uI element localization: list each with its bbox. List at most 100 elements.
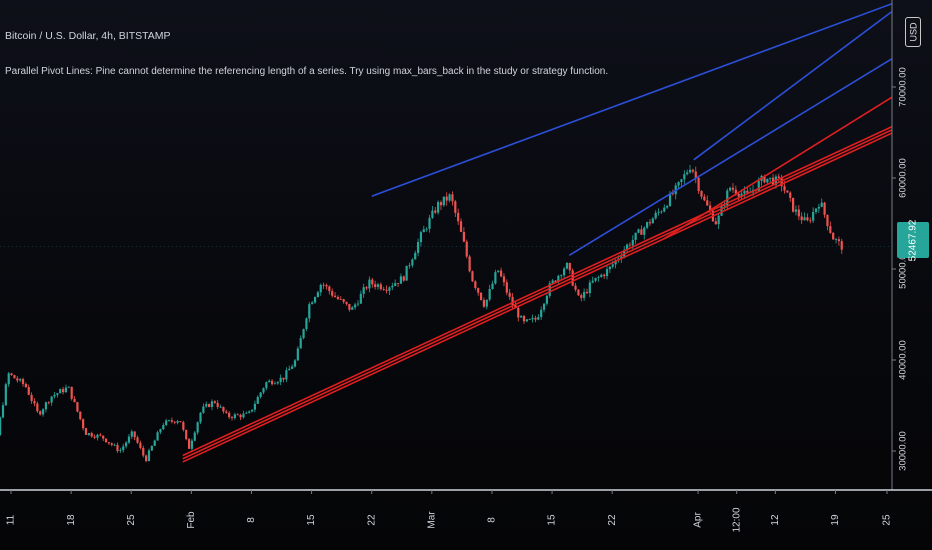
- candle-body: [677, 182, 680, 186]
- candle-body: [614, 260, 617, 265]
- candle-body: [345, 301, 348, 304]
- candle-body: [396, 283, 400, 284]
- candle-body: [256, 396, 259, 404]
- candle-body: [239, 414, 242, 418]
- candle-body: [580, 295, 583, 298]
- candle-body: [763, 175, 766, 183]
- candle-body: [102, 435, 105, 439]
- candle-body: [597, 277, 600, 278]
- candle-body: [431, 210, 434, 218]
- candle-body: [110, 443, 113, 445]
- candle-body: [737, 193, 740, 197]
- candle-body: [743, 190, 746, 194]
- candle-body: [219, 406, 222, 408]
- candle-body: [545, 295, 549, 304]
- candle-body: [33, 401, 36, 404]
- candle-body: [193, 432, 196, 441]
- candle-body: [531, 317, 534, 320]
- candle-body: [648, 222, 652, 224]
- candle-body: [637, 229, 640, 233]
- candle-body: [491, 283, 494, 290]
- candle-body: [666, 205, 669, 208]
- candle-body: [202, 406, 205, 413]
- candle-body: [548, 283, 551, 296]
- candle-body: [740, 193, 743, 197]
- candle-body: [376, 284, 380, 287]
- candle-body: [41, 409, 45, 415]
- candle-body: [225, 411, 228, 413]
- resistance-line: [568, 57, 892, 257]
- candle-body: [354, 304, 357, 308]
- candle-body: [640, 229, 643, 235]
- candle-body: [311, 302, 314, 305]
- currency-button[interactable]: USD: [905, 17, 921, 47]
- time-tick-label: 15: [306, 514, 317, 526]
- candle-body: [485, 299, 488, 307]
- candle-body: [454, 201, 457, 213]
- candle-body: [734, 189, 737, 194]
- candle-body: [514, 305, 517, 308]
- candle-body: [199, 412, 202, 423]
- candle-body: [611, 264, 614, 267]
- candle-body: [399, 276, 403, 284]
- candle-body: [794, 209, 798, 212]
- candle-body: [434, 210, 437, 213]
- candle-body: [342, 299, 345, 302]
- candle-body: [723, 205, 726, 207]
- candle-body: [462, 231, 465, 242]
- candle-body: [746, 190, 749, 193]
- candle-body: [451, 194, 454, 202]
- candle-body: [359, 293, 362, 304]
- candle-body: [113, 444, 116, 446]
- candle-body: [213, 401, 216, 403]
- candle-body: [408, 265, 411, 267]
- candle-body: [445, 196, 448, 201]
- candle-body: [583, 291, 586, 298]
- candle-body: [560, 275, 563, 277]
- time-tick-label: 12: [770, 514, 781, 526]
- time-tick-label: 15: [547, 514, 558, 526]
- candle-body: [829, 226, 832, 233]
- price-tick-label: 50000.00: [898, 249, 909, 289]
- candle-body: [694, 171, 697, 178]
- candle-body: [205, 404, 208, 407]
- candle-body: [142, 447, 145, 456]
- candle-body: [668, 193, 672, 206]
- candle-body: [634, 232, 637, 240]
- candle-body: [59, 389, 62, 394]
- candle-body: [700, 190, 703, 197]
- candle-body: [416, 242, 420, 253]
- candle-body: [660, 211, 663, 213]
- candle-body: [459, 221, 463, 232]
- candle-body: [182, 422, 185, 430]
- candle-body: [706, 200, 709, 206]
- candle-body: [680, 179, 683, 183]
- candle-body: [222, 406, 225, 412]
- candle-body: [236, 414, 239, 416]
- candle-body: [508, 292, 511, 297]
- time-tick-label: Mar: [426, 511, 437, 529]
- candle-body: [1, 405, 5, 418]
- candle-body: [797, 209, 800, 217]
- candle-body: [769, 177, 772, 179]
- candle-body: [4, 384, 7, 406]
- candle-body: [502, 276, 506, 283]
- candle-body: [313, 297, 317, 303]
- candle-body: [230, 417, 234, 419]
- candle-body: [13, 375, 16, 379]
- candle-body: [671, 193, 674, 195]
- candle-body: [537, 317, 540, 320]
- candle-body: [439, 202, 443, 206]
- candle-body: [228, 412, 231, 418]
- candle-body: [76, 402, 79, 412]
- candle-body: [62, 389, 65, 393]
- candle-body: [565, 262, 569, 269]
- candle-body: [176, 421, 179, 423]
- candle-body: [331, 291, 334, 296]
- candle-body: [832, 232, 835, 240]
- indicator-error-message: Parallel Pivot Lines: Pine cannot determ…: [5, 66, 609, 77]
- resistance-line: [693, 10, 892, 161]
- candle-body: [124, 442, 128, 447]
- candle-body: [594, 277, 597, 281]
